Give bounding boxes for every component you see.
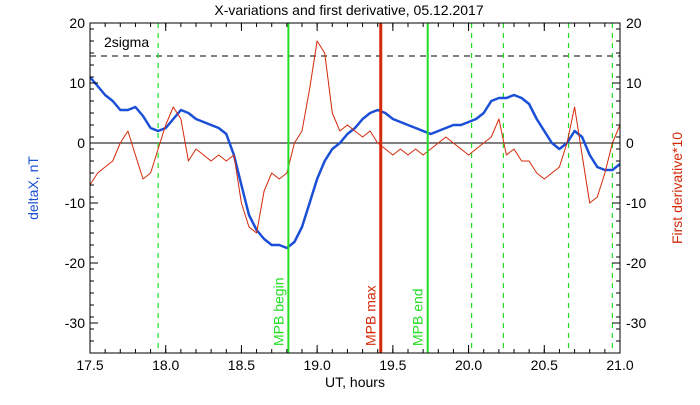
y-tick-label-right: -20 <box>626 255 646 271</box>
y-tick-label-right: 20 <box>626 15 642 31</box>
plot-frame <box>89 22 621 354</box>
series-line-derivative <box>90 40 620 234</box>
y-tick-label-right: -10 <box>626 195 646 211</box>
y-axis-label-right: First derivative*10 <box>669 132 685 244</box>
y-tick-label-right: 10 <box>626 75 642 91</box>
y-tick-label-left: -30 <box>65 315 85 331</box>
y-tick-label-right: 0 <box>626 135 634 151</box>
y-tick-label-right: -30 <box>626 315 646 331</box>
x-tick-label: 18.5 <box>228 357 255 373</box>
x-tick-label: 20.5 <box>531 357 558 373</box>
x-tick-label: 18.0 <box>152 357 179 373</box>
y-tick-label-left: 10 <box>69 75 85 91</box>
y-axis-label-left: deltaX, nT <box>25 156 41 220</box>
x-tick-label: 21.0 <box>606 357 633 373</box>
x-tick-label: 20.0 <box>455 357 482 373</box>
y-tick-label-left: 0 <box>77 135 85 151</box>
y-tick-label-left: -20 <box>65 255 85 271</box>
marker-label-mpb-end: MPB end <box>410 288 426 346</box>
marker-label-mpb-begin: MPB begin <box>270 278 286 346</box>
x-tick-label: 19.0 <box>304 357 331 373</box>
marker-label-mpb-max: MPB max <box>363 285 379 346</box>
x-tick-label: 17.5 <box>76 357 103 373</box>
plot-area <box>90 23 620 353</box>
chart-title: X-variations and first derivative, 05.12… <box>214 2 483 18</box>
y-tick-label-left: 20 <box>69 15 85 31</box>
series-line-deltaX <box>90 76 620 250</box>
x-axis-label: UT, hours <box>325 374 385 390</box>
threshold-label: 2sigma <box>104 34 149 50</box>
x-tick-label: 19.5 <box>379 357 406 373</box>
y-tick-label-left: -10 <box>65 195 85 211</box>
